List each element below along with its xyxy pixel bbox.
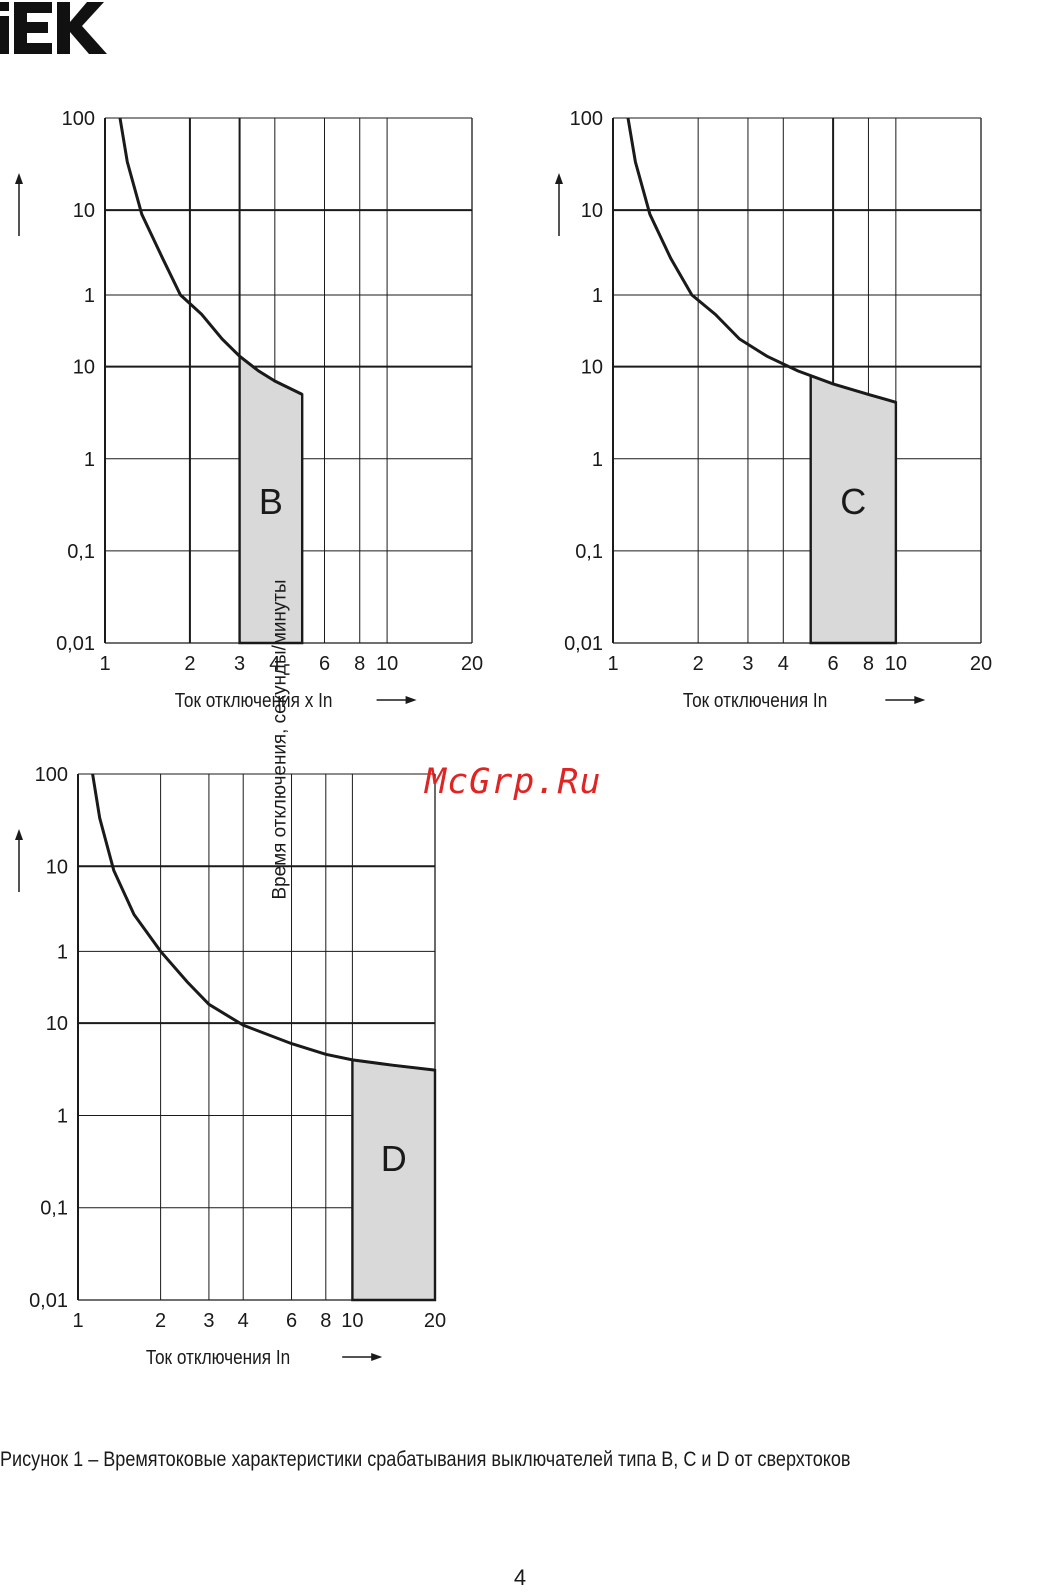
x-tick-label: 4 [269, 653, 280, 675]
x-tick-label: 1 [607, 653, 618, 675]
x-tick-label: 1 [72, 1310, 83, 1332]
x-tick-label: 1 [99, 653, 110, 675]
y-tick-label: 10 [46, 856, 68, 878]
x-axis-label: Ток отключения x In [175, 689, 333, 712]
y-axis-arrowhead [15, 173, 23, 184]
y-tick-label: 0,1 [575, 541, 603, 563]
y-tick-label: 0,01 [29, 1290, 68, 1312]
iek-logo [0, 2, 107, 54]
y-tick-label: 1 [84, 449, 95, 471]
x-tick-label: 8 [354, 653, 365, 675]
x-tick-label: 8 [320, 1310, 331, 1332]
trip-zone-d [351, 1058, 437, 1302]
tripping-curve [626, 117, 897, 404]
x-axis-arrowhead [371, 1353, 383, 1361]
y-axis-label: Время отключения, секунды/минуты [269, 580, 290, 900]
y-tick-label: 10 [46, 1013, 68, 1035]
x-axis-label: Ток отключения In [683, 689, 827, 712]
y-tick-label: 1 [84, 285, 95, 307]
x-tick-label: 4 [238, 1310, 249, 1332]
y-tick-label: 10 [581, 357, 603, 379]
zone-label: B [259, 481, 283, 522]
x-axis-arrowhead [405, 696, 417, 704]
y-tick-label: 0,1 [67, 541, 95, 563]
y-axis-arrowhead [15, 829, 23, 840]
y-tick-label: 100 [570, 108, 603, 130]
x-tick-label: 6 [319, 653, 330, 675]
x-tick-label: 8 [863, 653, 874, 675]
x-tick-label: 2 [155, 1310, 166, 1332]
y-tick-label: 1 [592, 285, 603, 307]
x-tick-label: 10 [376, 653, 398, 675]
figure-caption: Рисунок 1 – Времятоковые характеристики … [0, 1448, 851, 1471]
tripping-curve [118, 117, 303, 396]
y-axis-arrowhead [555, 173, 563, 184]
x-tick-label: 20 [461, 653, 483, 675]
y-tick-label: 10 [73, 357, 95, 379]
y-tick-label: 0,01 [564, 633, 603, 655]
x-tick-label: 3 [234, 653, 245, 675]
chart-type-c: C 100 10 1 10 1 0,1 0,01 1 2 3 4 6 8 10 20 Ток отключени… [269, 100, 1040, 900]
y-tick-label: 1 [57, 1105, 68, 1127]
watermark: McGrp.Ru [425, 762, 602, 802]
x-tick-label: 3 [742, 653, 753, 675]
x-axis-label: Ток отключения In [146, 1346, 290, 1369]
y-tick-label: 0,1 [40, 1198, 68, 1220]
zone-label: D [381, 1138, 407, 1179]
x-tick-label: 4 [778, 653, 789, 675]
y-tick-label: 0,01 [56, 633, 95, 655]
x-tick-label: 2 [693, 653, 704, 675]
x-tick-label: 6 [828, 653, 839, 675]
chart-type-d: D 100 10 1 10 1 0,1 0,01 1 2 3 4 6 8 10 20 Ток отключени… [0, 760, 470, 1400]
x-tick-label: 6 [286, 1310, 297, 1332]
tripping-curve [91, 773, 436, 1072]
x-tick-label: 2 [184, 653, 195, 675]
y-tick-label: 10 [581, 200, 603, 222]
x-tick-label: 20 [424, 1310, 446, 1332]
y-tick-label: 100 [62, 108, 95, 130]
y-tick-label: 10 [73, 200, 95, 222]
x-axis-arrowhead [914, 696, 926, 704]
chart-type-b: B 100 10 1 10 1 0,1 0,01 1 2 3 4 6 8 10 20 Ток отключени… [0, 100, 500, 730]
y-tick-label: 100 [35, 764, 68, 786]
zone-label: C [840, 481, 866, 522]
y-tick-label: 1 [57, 941, 68, 963]
page-number: 4 [513, 1565, 527, 1590]
x-tick-label: 20 [970, 653, 992, 675]
x-tick-label: 3 [203, 1310, 214, 1332]
y-tick-label: 1 [592, 449, 603, 471]
x-tick-label: 10 [341, 1310, 363, 1332]
x-tick-label: 10 [885, 653, 907, 675]
